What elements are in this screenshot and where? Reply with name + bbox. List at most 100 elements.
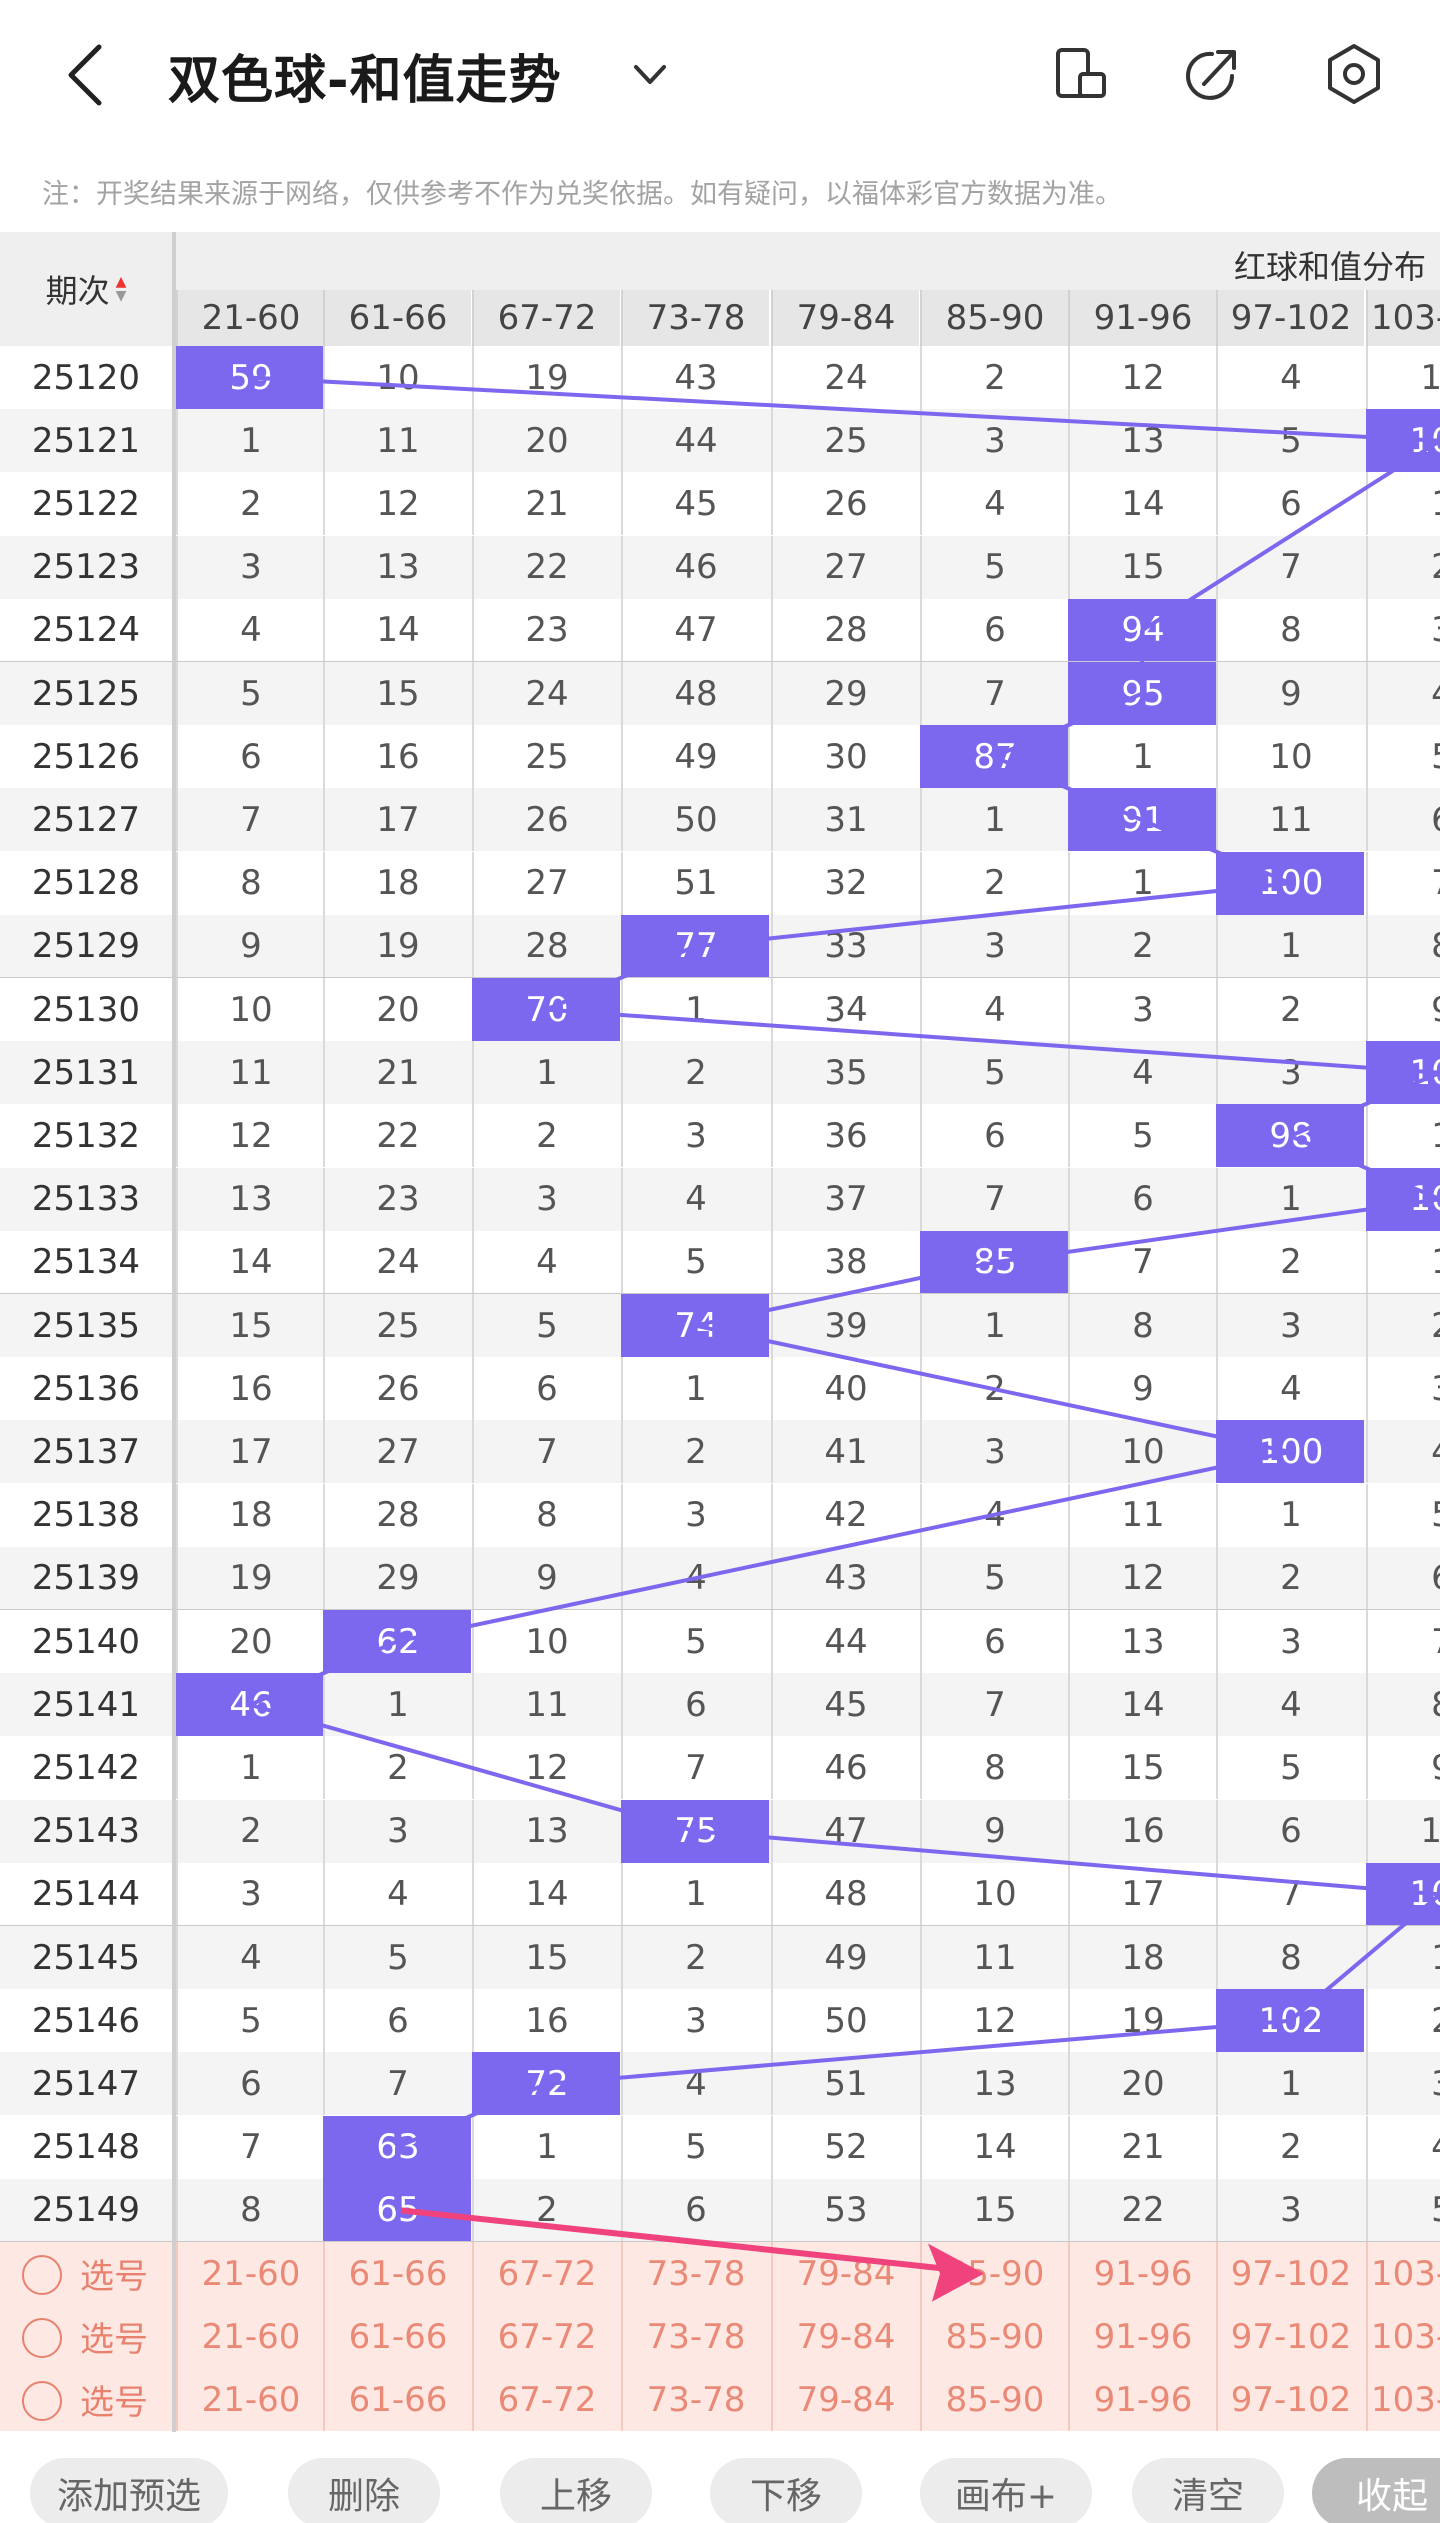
pick-number-row[interactable]: 选号 21-60 61-66 67-72 73-78 79-84 85-90 91-96 97-…: [0, 2242, 1440, 2305]
miss-count-cell[interactable]: 35: [771, 1041, 919, 1105]
miss-count-cell[interactable]: 12: [176, 1104, 324, 1168]
pick-radio[interactable]: [22, 2255, 62, 2295]
pick-option-cell[interactable]: 73-78: [621, 2368, 769, 2432]
miss-count-cell[interactable]: 6: [1366, 1546, 1440, 1610]
miss-count-cell[interactable]: 7: [1068, 1230, 1216, 1294]
miss-count-cell[interactable]: 7: [920, 1673, 1068, 1737]
miss-count-cell[interactable]: 25: [472, 725, 620, 789]
miss-count-cell[interactable]: 7: [472, 1420, 620, 1484]
miss-count-cell[interactable]: 23: [323, 1167, 471, 1231]
miss-count-cell[interactable]: 21: [323, 1041, 471, 1105]
miss-count-cell[interactable]: 32: [771, 851, 919, 915]
miss-count-cell[interactable]: 7: [1366, 1610, 1440, 1673]
miss-count-cell[interactable]: 8: [176, 2178, 324, 2242]
collapse-button[interactable]: 收起: [1312, 2458, 1440, 2523]
miss-count-cell[interactable]: 1: [621, 1357, 769, 1421]
sum-hit-cell[interactable]: 98: [1216, 1104, 1364, 1168]
miss-count-cell[interactable]: 18: [323, 851, 471, 915]
sum-hit-cell[interactable]: 100: [1216, 851, 1364, 915]
miss-count-cell[interactable]: 6: [621, 1673, 769, 1737]
miss-count-cell[interactable]: 2: [176, 1799, 324, 1863]
miss-count-cell[interactable]: 50: [771, 1989, 919, 2053]
pick-option-cell[interactable]: 61-66: [323, 2242, 471, 2305]
miss-count-cell[interactable]: 29: [323, 1546, 471, 1610]
miss-count-cell[interactable]: 4: [920, 978, 1068, 1041]
miss-count-cell[interactable]: 37: [771, 1167, 919, 1231]
miss-count-cell[interactable]: 13: [1068, 409, 1216, 473]
miss-count-cell[interactable]: 2: [920, 1357, 1068, 1421]
miss-count-cell[interactable]: 15: [1068, 535, 1216, 599]
miss-count-cell[interactable]: 3: [920, 1420, 1068, 1484]
miss-count-cell[interactable]: 14: [1366, 346, 1440, 409]
miss-count-cell[interactable]: 3: [1068, 978, 1216, 1041]
miss-count-cell[interactable]: 7: [323, 2052, 471, 2116]
sum-hit-cell[interactable]: 87: [920, 725, 1068, 789]
miss-count-cell[interactable]: 1: [323, 1673, 471, 1737]
miss-count-cell[interactable]: 25: [323, 1294, 471, 1357]
miss-count-cell[interactable]: 4: [472, 1230, 620, 1294]
miss-count-cell[interactable]: 4: [1366, 662, 1440, 725]
miss-count-cell[interactable]: 16: [176, 1357, 324, 1421]
miss-count-cell[interactable]: 2: [1366, 535, 1440, 599]
miss-count-cell[interactable]: 16: [472, 1989, 620, 2053]
miss-count-cell[interactable]: 20: [176, 1610, 324, 1673]
miss-count-cell[interactable]: 19: [323, 914, 471, 978]
miss-count-cell[interactable]: 28: [771, 598, 919, 662]
sum-hit-cell[interactable]: 74: [621, 1294, 769, 1357]
miss-count-cell[interactable]: 9: [1068, 1357, 1216, 1421]
sum-hit-cell[interactable]: 108: [1366, 1167, 1440, 1231]
miss-count-cell[interactable]: 1: [176, 409, 324, 473]
pick-radio[interactable]: [22, 2318, 62, 2359]
miss-count-cell[interactable]: 52: [771, 2115, 919, 2179]
miss-count-cell[interactable]: 27: [771, 535, 919, 599]
pick-option-cell[interactable]: 91-96: [1068, 2305, 1216, 2369]
miss-count-cell[interactable]: 7: [920, 1167, 1068, 1231]
miss-count-cell[interactable]: 4: [1366, 1420, 1440, 1484]
miss-count-cell[interactable]: 13: [176, 1167, 324, 1231]
miss-count-cell[interactable]: 6: [176, 725, 324, 789]
sum-hit-cell[interactable]: 103: [1366, 1862, 1440, 1926]
miss-count-cell[interactable]: 15: [920, 2178, 1068, 2242]
miss-count-cell[interactable]: 2: [920, 346, 1068, 409]
miss-count-cell[interactable]: 33: [771, 914, 919, 978]
miss-count-cell[interactable]: 49: [771, 1926, 919, 1989]
miss-count-cell[interactable]: 12: [472, 1736, 620, 1800]
miss-count-cell[interactable]: 46: [621, 535, 769, 599]
miss-count-cell[interactable]: 26: [472, 788, 620, 852]
miss-count-cell[interactable]: 15: [176, 1294, 324, 1357]
miss-count-cell[interactable]: 1: [920, 1294, 1068, 1357]
miss-count-cell[interactable]: 24: [323, 1230, 471, 1294]
miss-count-cell[interactable]: 8: [176, 851, 324, 915]
miss-count-cell[interactable]: 18: [1068, 1926, 1216, 1989]
pick-option-cell[interactable]: 91-96: [1068, 2242, 1216, 2305]
miss-count-cell[interactable]: 44: [771, 1610, 919, 1673]
miss-count-cell[interactable]: 1: [472, 1041, 620, 1105]
miss-count-cell[interactable]: 2: [323, 1736, 471, 1800]
pick-option-cell[interactable]: 97-102: [1216, 2368, 1364, 2432]
miss-count-cell[interactable]: 2: [1366, 1989, 1440, 2053]
miss-count-cell[interactable]: 15: [1068, 1736, 1216, 1800]
miss-count-cell[interactable]: 34: [771, 978, 919, 1041]
miss-count-cell[interactable]: 3: [1366, 1357, 1440, 1421]
miss-count-cell[interactable]: 2: [1216, 2115, 1364, 2179]
miss-count-cell[interactable]: 17: [323, 788, 471, 852]
miss-count-cell[interactable]: 1: [1068, 725, 1216, 789]
miss-count-cell[interactable]: 24: [472, 662, 620, 725]
miss-count-cell[interactable]: 15: [472, 1926, 620, 1989]
sum-hit-cell[interactable]: 85: [920, 1230, 1068, 1294]
miss-count-cell[interactable]: 4: [920, 472, 1068, 536]
miss-count-cell[interactable]: 4: [621, 2052, 769, 2116]
miss-count-cell[interactable]: 48: [771, 1862, 919, 1926]
miss-count-cell[interactable]: 8: [472, 1483, 620, 1547]
miss-count-cell[interactable]: 4: [1216, 1673, 1364, 1737]
miss-count-cell[interactable]: 6: [1216, 1799, 1364, 1863]
miss-count-cell[interactable]: 17: [1068, 1862, 1216, 1926]
miss-count-cell[interactable]: 8: [1366, 1673, 1440, 1737]
pick-option-cell[interactable]: 85-90: [920, 2305, 1068, 2369]
pick-option-cell[interactable]: 103-108: [1366, 2305, 1440, 2369]
miss-count-cell[interactable]: 24: [771, 346, 919, 409]
miss-count-cell[interactable]: 51: [621, 851, 769, 915]
miss-count-cell[interactable]: 45: [771, 1673, 919, 1737]
miss-count-cell[interactable]: 10: [1366, 1799, 1440, 1863]
miss-count-cell[interactable]: 5: [1366, 2178, 1440, 2242]
